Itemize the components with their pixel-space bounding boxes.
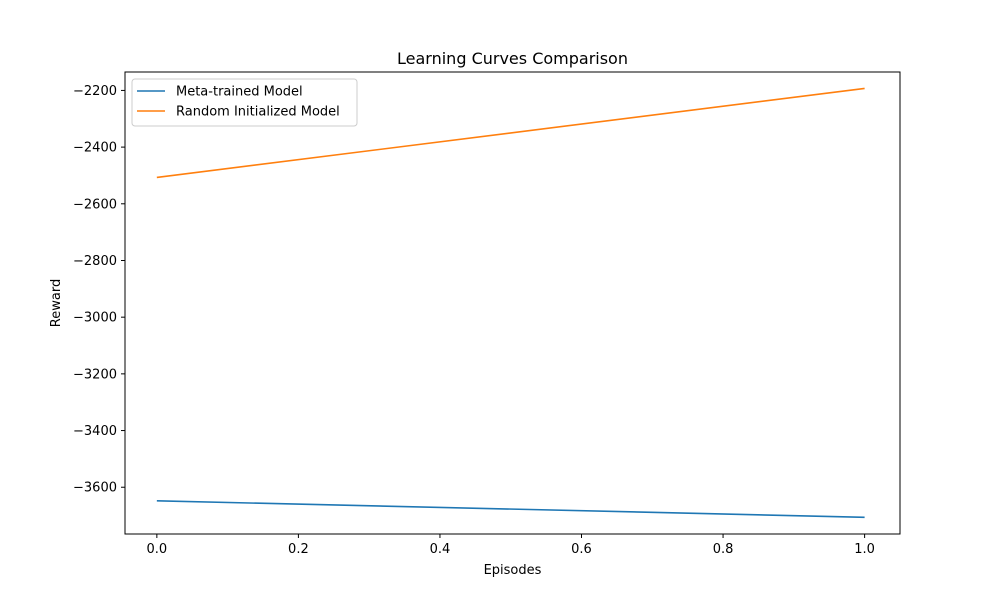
y-tick-label: −3400 <box>73 424 117 439</box>
y-tick-label: −3600 <box>73 481 117 496</box>
x-tick-label: 1.0 <box>854 542 875 557</box>
legend-label-1: Random Initialized Model <box>176 105 340 120</box>
x-axis-label: Episodes <box>484 563 542 578</box>
chart-title: Learning Curves Comparison <box>397 49 628 68</box>
y-tick-label: −2800 <box>73 254 117 269</box>
x-tick-label: 0.4 <box>430 542 451 557</box>
legend: Meta-trained Model Random Initialized Mod… <box>131 78 358 127</box>
series-line-1 <box>156 87 865 179</box>
y-tick-label: −2400 <box>73 141 117 156</box>
y-tick-label: −2600 <box>73 197 117 212</box>
legend-box <box>131 78 358 127</box>
x-tick-label: 0.0 <box>147 542 168 557</box>
x-tick-label: 0.2 <box>288 542 309 557</box>
y-tick-label: −3200 <box>73 367 117 382</box>
x-tick-label: 0.8 <box>713 542 734 557</box>
legend-label-0: Meta-trained Model <box>176 85 303 100</box>
y-axis-ticks: −3600 −3400 −3200 −3000 −2800 −2600 −2400 −2200 <box>73 84 125 496</box>
plot-area <box>124 71 901 535</box>
y-axis-label: Reward <box>49 279 64 327</box>
series-lines <box>156 87 865 519</box>
y-tick-label: −2200 <box>73 84 117 99</box>
x-axis-ticks: 0.0 0.2 0.4 0.6 0.8 1.0 <box>147 534 875 557</box>
x-tick-label: 0.6 <box>571 542 592 557</box>
y-tick-label: −3000 <box>73 311 117 326</box>
series-line-0 <box>156 500 865 519</box>
